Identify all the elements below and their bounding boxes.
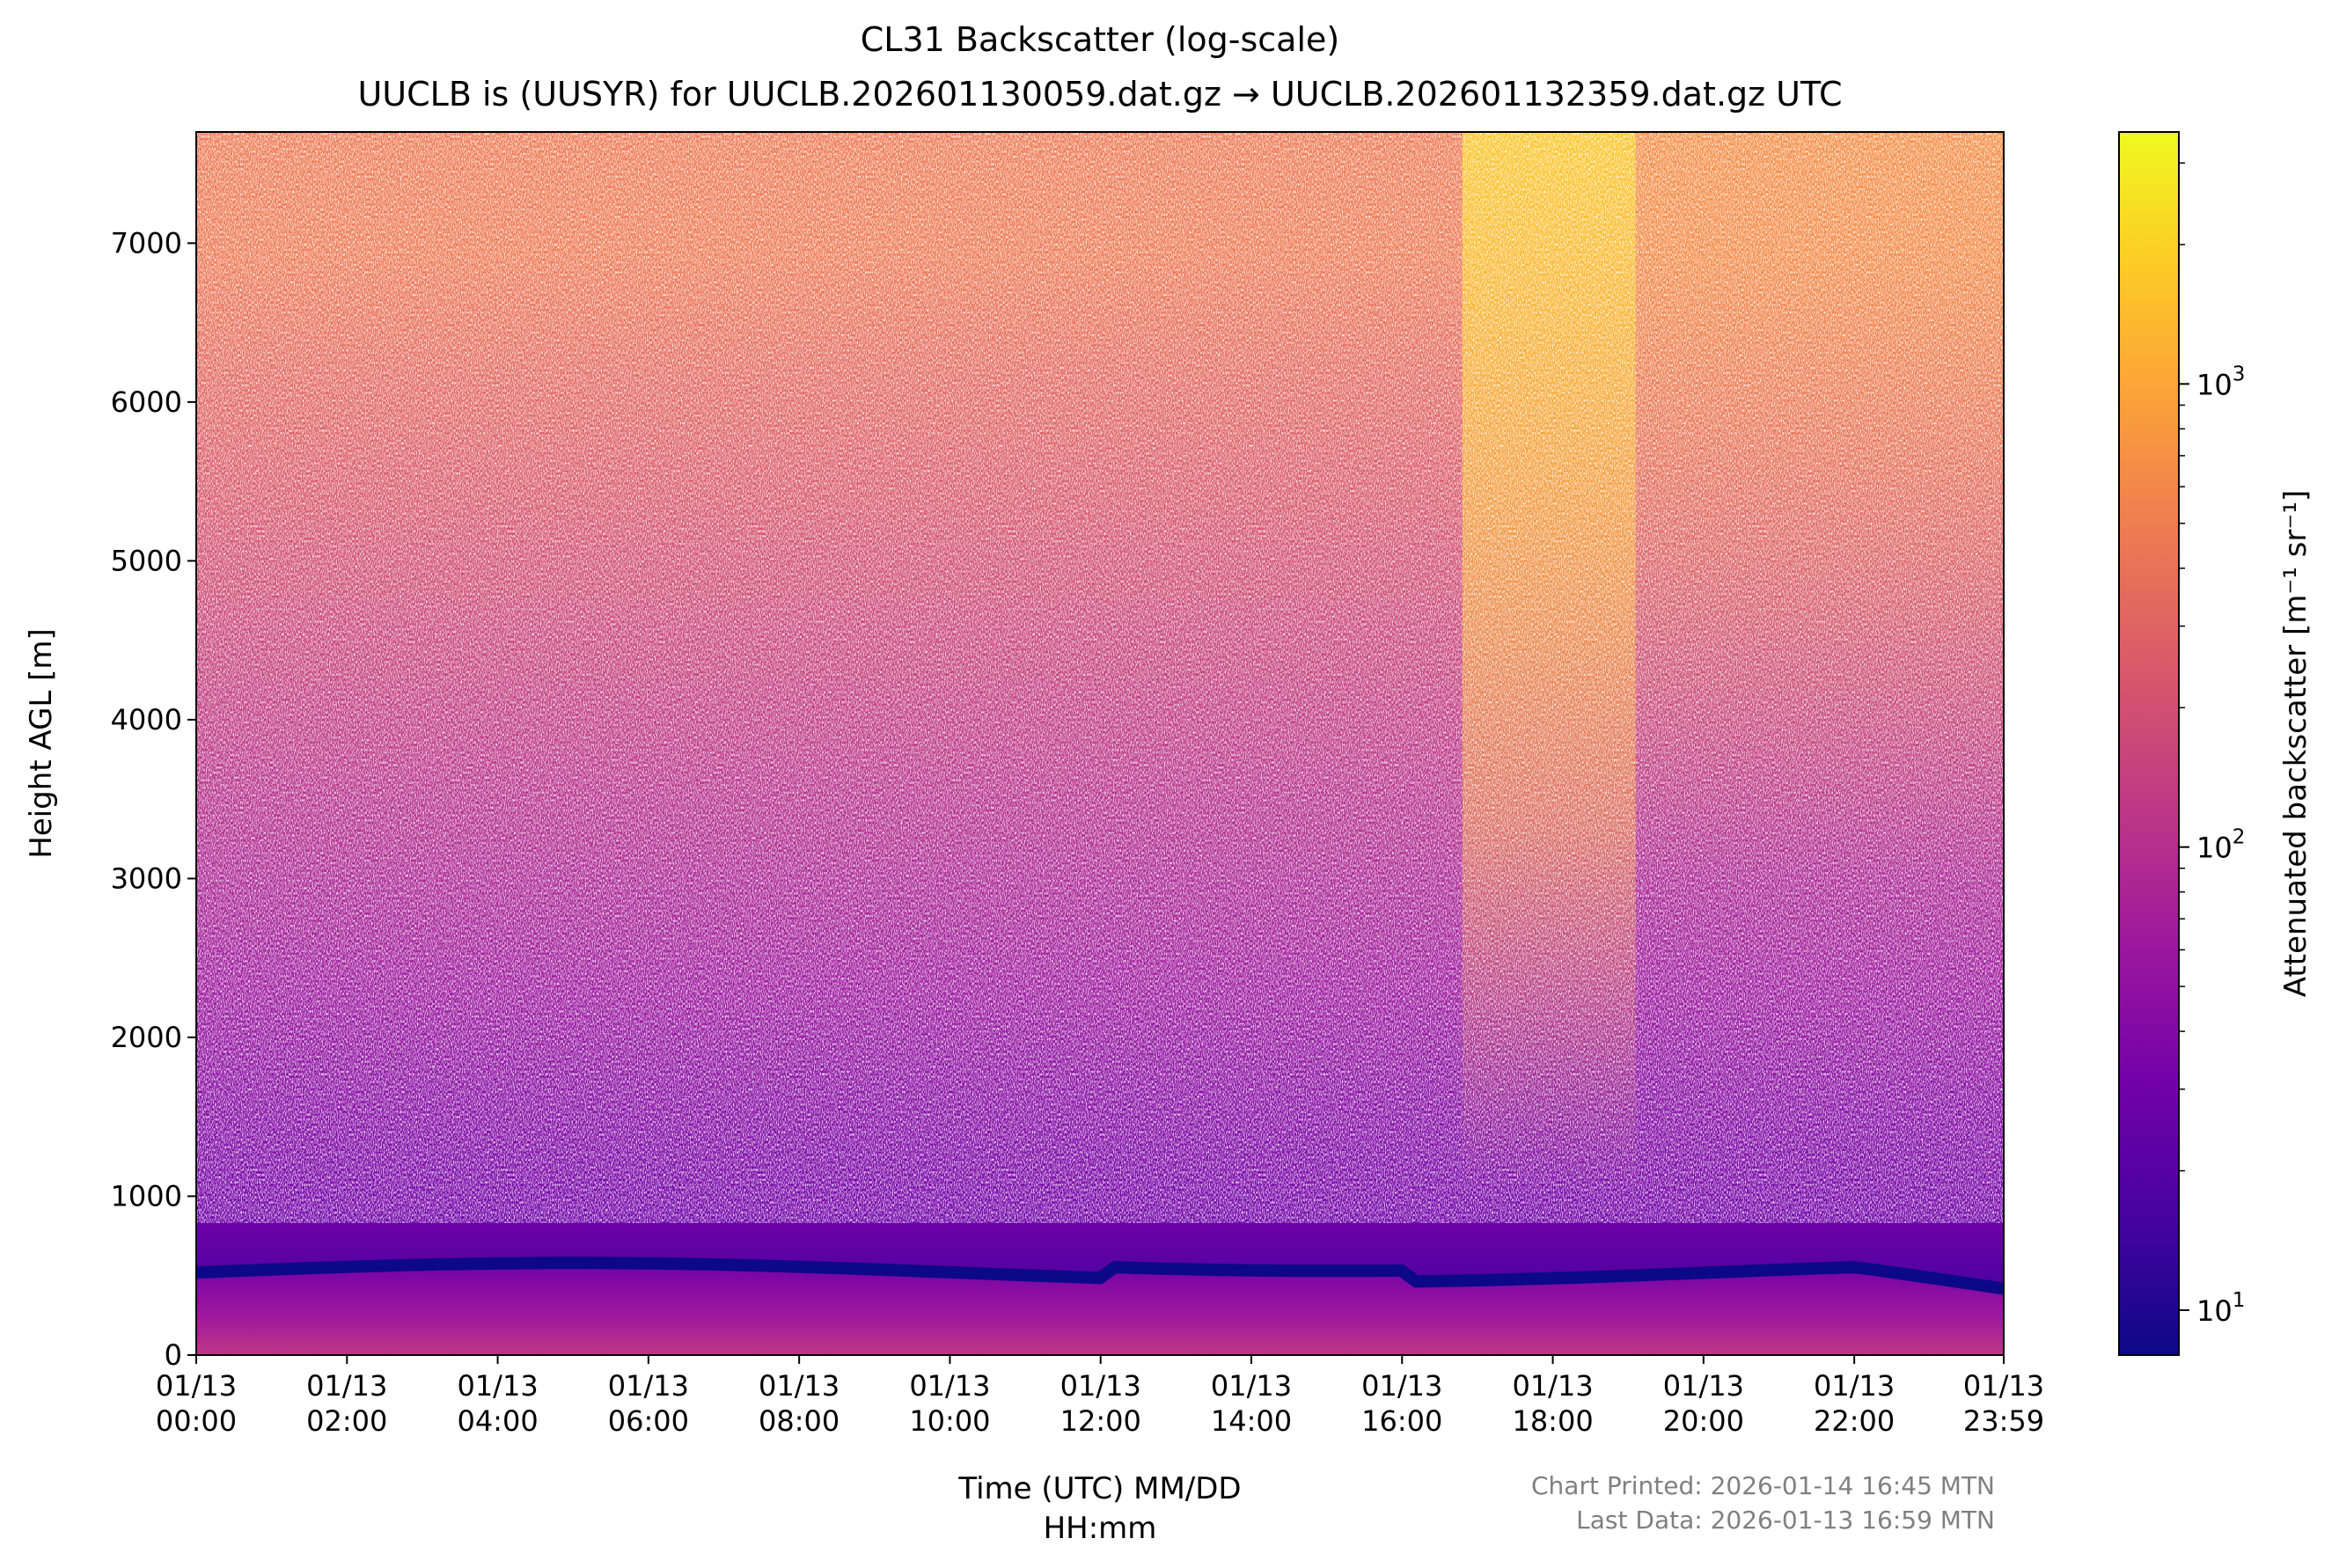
colorbar-label: Attenuated backscatter [m⁻¹ sr⁻¹] <box>2278 490 2313 998</box>
x-tick-date: 01/13 <box>1963 1369 2044 1403</box>
backscatter-noise <box>196 132 2004 1223</box>
x-axis-label-line2: HH:mm <box>1044 1511 1157 1546</box>
x-tick-time: 20:00 <box>1663 1404 1744 1438</box>
x-tick-time: 14:00 <box>1211 1404 1292 1438</box>
last-data-note: Last Data: 2026-01-13 16:59 MTN <box>1576 1506 1995 1535</box>
x-axis: 01/1300:0001/1302:0001/1304:0001/1306:00… <box>156 1355 2044 1438</box>
colorbar <box>2118 131 2180 1356</box>
colorbar-axis: 101 102 103 <box>2179 162 2245 1328</box>
colorbar-tick-label: 103 <box>2196 363 2245 401</box>
x-tick-date: 01/13 <box>909 1369 990 1403</box>
colorbar-tick-label: 102 <box>2196 826 2245 865</box>
chart-subtitle: UUCLB is (UUSYR) for UUCLB.202601130059.… <box>357 75 1842 114</box>
x-tick-time: 12:00 <box>1060 1404 1141 1438</box>
y-tick-label: 2000 <box>111 1021 182 1054</box>
y-axis: 0 1000 2000 3000 4000 5000 6000 7000 <box>111 226 196 1372</box>
x-tick-time: 10:00 <box>909 1404 990 1438</box>
x-tick-time: 08:00 <box>759 1404 840 1438</box>
x-tick-date: 01/13 <box>1512 1369 1593 1403</box>
x-tick-time: 00:00 <box>156 1404 237 1438</box>
chart-title: CL31 Backscatter (log-scale) <box>861 20 1339 59</box>
x-tick-date: 01/13 <box>759 1369 840 1403</box>
x-tick-time: 04:00 <box>457 1404 538 1438</box>
x-tick-time: 23:59 <box>1963 1404 2044 1438</box>
x-tick-date: 01/13 <box>457 1369 538 1403</box>
x-tick-time: 22:00 <box>1814 1404 1895 1438</box>
x-tick-date: 01/13 <box>306 1369 387 1403</box>
y-tick-label: 5000 <box>111 544 182 577</box>
y-axis-label: Height AGL [m] <box>24 628 59 859</box>
x-tick-time: 06:00 <box>608 1404 689 1438</box>
x-tick-date: 01/13 <box>608 1369 689 1403</box>
x-axis-label-line1: Time (UTC) MM/DD <box>957 1471 1241 1506</box>
x-tick-time: 18:00 <box>1512 1404 1593 1438</box>
x-tick-time: 16:00 <box>1361 1404 1442 1438</box>
x-tick-date: 01/13 <box>1060 1369 1141 1403</box>
x-tick-date: 01/13 <box>156 1369 237 1403</box>
x-tick-date: 01/13 <box>1663 1369 1744 1403</box>
plot-area <box>196 132 2004 1355</box>
y-tick-label: 0 <box>165 1338 182 1372</box>
boundary-layer-top <box>196 1257 2004 1295</box>
colorbar-tick-label: 101 <box>2196 1289 2245 1328</box>
y-tick-label: 1000 <box>111 1179 182 1213</box>
y-tick-label: 3000 <box>111 861 182 895</box>
x-tick-time: 02:00 <box>306 1404 387 1438</box>
x-tick-date: 01/13 <box>1814 1369 1895 1403</box>
x-tick-date: 01/13 <box>1211 1369 1292 1403</box>
y-tick-label: 4000 <box>111 703 182 736</box>
y-tick-label: 7000 <box>111 226 182 260</box>
x-tick-date: 01/13 <box>1361 1369 1442 1403</box>
y-tick-label: 6000 <box>111 385 182 419</box>
chart-printed-note: Chart Printed: 2026-01-14 16:45 MTN <box>1531 1471 1995 1500</box>
boundary-layer <box>196 1263 2004 1355</box>
